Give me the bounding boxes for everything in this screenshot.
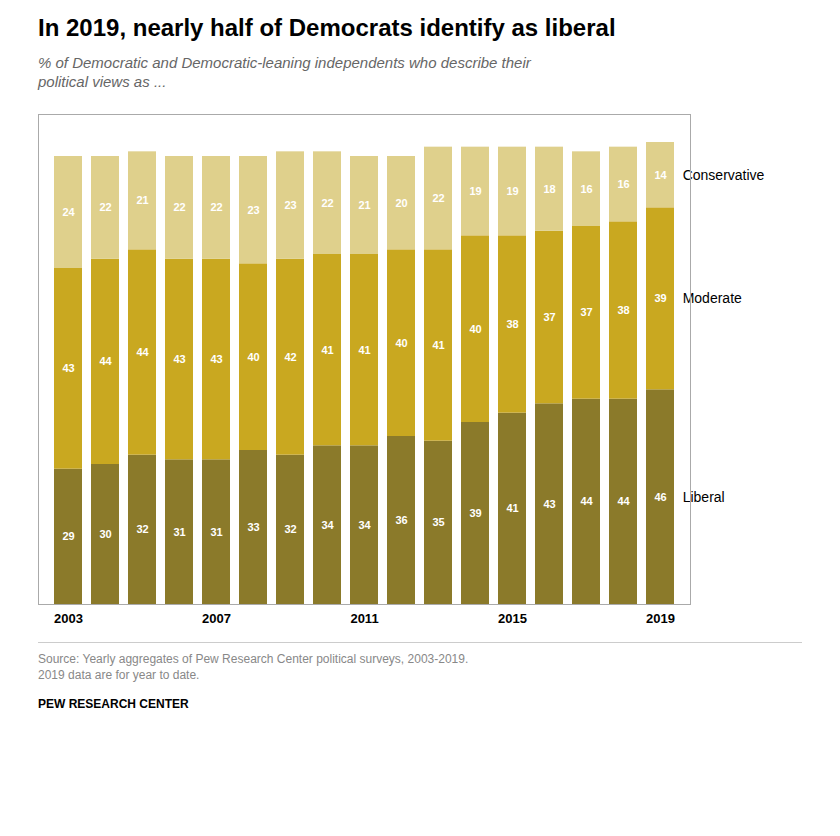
svg-text:41: 41 [321, 343, 333, 355]
svg-text:16: 16 [617, 178, 629, 190]
svg-text:37: 37 [543, 311, 555, 323]
svg-text:18: 18 [543, 182, 555, 194]
svg-text:40: 40 [247, 350, 259, 362]
svg-text:40: 40 [395, 336, 407, 348]
svg-text:23: 23 [247, 203, 259, 215]
svg-text:Conservative: Conservative [683, 166, 765, 182]
svg-text:Liberal: Liberal [683, 488, 725, 504]
svg-text:37: 37 [580, 306, 592, 318]
svg-text:2007: 2007 [202, 611, 231, 626]
svg-text:43: 43 [210, 353, 222, 365]
svg-text:24: 24 [62, 206, 75, 218]
svg-text:41: 41 [506, 502, 518, 514]
svg-text:19: 19 [469, 185, 481, 197]
svg-text:30: 30 [99, 528, 111, 540]
svg-text:40: 40 [469, 322, 481, 334]
svg-text:43: 43 [543, 497, 555, 509]
svg-text:31: 31 [173, 525, 185, 537]
svg-text:44: 44 [136, 346, 149, 358]
svg-text:2011: 2011 [350, 611, 378, 626]
svg-text:31: 31 [210, 525, 222, 537]
svg-text:16: 16 [580, 182, 592, 194]
svg-text:43: 43 [173, 353, 185, 365]
html-text:% of Democratic and Democratic: % of Democratic and Democratic-leaning i… [38, 53, 531, 91]
svg-text:44: 44 [617, 495, 630, 507]
svg-text:21: 21 [358, 199, 370, 211]
svg-text:29: 29 [62, 530, 74, 542]
svg-text:22: 22 [432, 192, 444, 204]
svg-text:Moderate: Moderate [683, 290, 742, 306]
svg-text:32: 32 [284, 523, 296, 535]
html-text:PEW RESEARCH CENTER: PEW RESEARCH CENTER [38, 697, 189, 712]
svg-text:44: 44 [99, 355, 112, 367]
svg-text:2015: 2015 [498, 611, 527, 626]
svg-text:44: 44 [580, 495, 593, 507]
svg-text:39: 39 [654, 292, 666, 304]
svg-text:42: 42 [284, 350, 296, 362]
svg-text:38: 38 [506, 318, 518, 330]
svg-text:22: 22 [173, 201, 185, 213]
svg-text:32: 32 [136, 523, 148, 535]
svg-text:23: 23 [284, 199, 296, 211]
svg-text:39: 39 [469, 507, 481, 519]
html-text:Source: Yearly aggregates of P: Source: Yearly aggregates of Pew Researc… [38, 651, 469, 682]
svg-text:34: 34 [321, 518, 334, 530]
svg-text:19: 19 [506, 185, 518, 197]
svg-text:41: 41 [358, 343, 370, 355]
svg-text:2003: 2003 [54, 611, 83, 626]
svg-text:21: 21 [136, 194, 148, 206]
html-text:In 2019, nearly half of Democr: In 2019, nearly half of Democrats identi… [38, 14, 616, 41]
svg-text:38: 38 [617, 304, 629, 316]
svg-text:22: 22 [210, 201, 222, 213]
svg-text:22: 22 [99, 201, 111, 213]
svg-text:46: 46 [654, 490, 666, 502]
svg-text:41: 41 [432, 339, 444, 351]
svg-text:43: 43 [62, 362, 74, 374]
svg-text:34: 34 [358, 518, 371, 530]
svg-text:14: 14 [654, 168, 667, 180]
svg-text:2019: 2019 [646, 611, 675, 626]
svg-text:35: 35 [432, 516, 444, 528]
svg-text:22: 22 [321, 196, 333, 208]
svg-text:33: 33 [247, 521, 259, 533]
svg-text:20: 20 [395, 196, 407, 208]
svg-text:36: 36 [395, 514, 407, 526]
